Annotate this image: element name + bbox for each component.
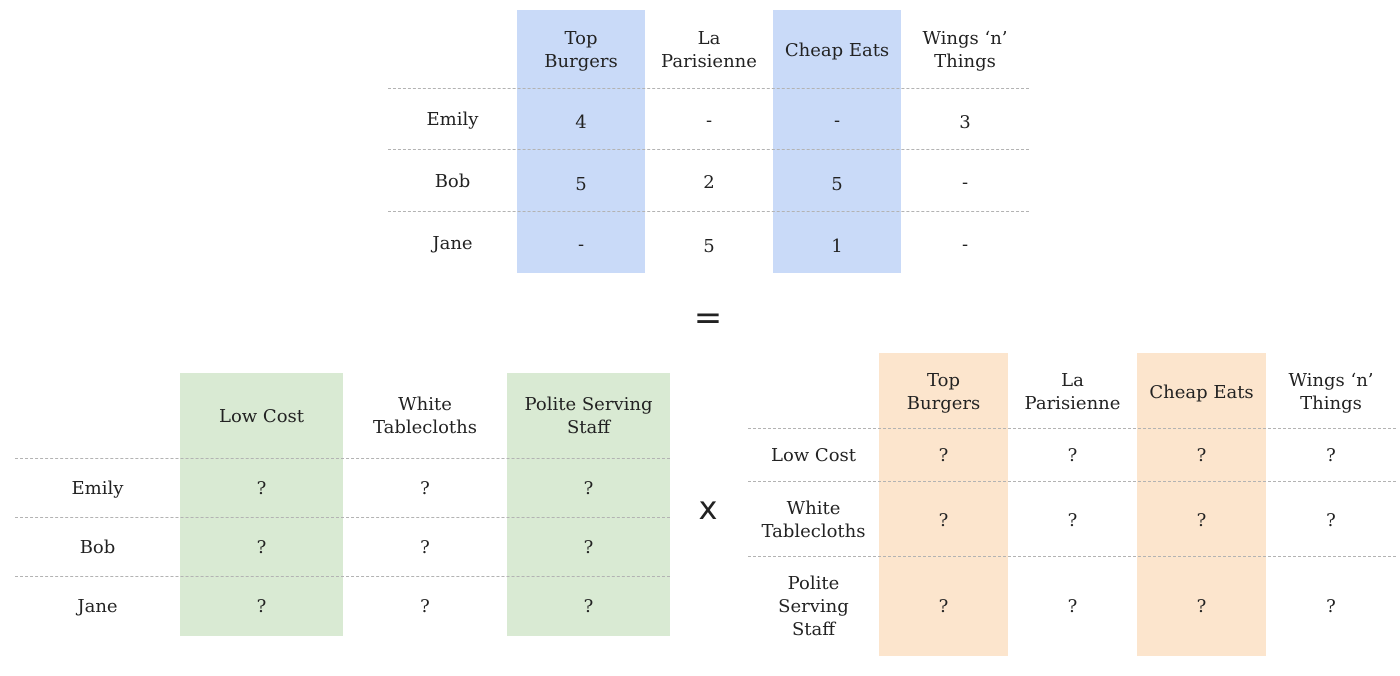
row-divider [388,211,1029,212]
column-header: Cheap Eats [1149,381,1254,403]
column-header: Top Burgers [906,370,981,414]
feature-cell: ? [1067,509,1078,531]
rating-cell: 3 [959,111,971,133]
column-header: Wings ‘n’ Things [1288,370,1374,414]
row-label: Polite Serving Staff [778,572,849,640]
row-label: Emily [426,108,479,130]
column-header: Polite Serving Staff [524,394,653,438]
column-header: Cheap Eats [784,39,890,61]
row-divider [388,149,1029,150]
row-divider [748,556,1396,557]
rating-cell: 5 [575,173,587,195]
feature-cell: ? [1196,444,1207,466]
feature-cell: ? [1067,595,1078,617]
rating-cell: 5 [703,235,715,257]
feature-cell: ? [256,536,267,558]
multiply-sign: x [698,489,718,527]
rating-cell: - [705,109,713,131]
column-header: La Parisienne [661,28,757,72]
rating-cell: - [961,171,969,193]
row-divider [15,576,670,577]
rating-cell: - [577,233,585,255]
rating-cell: 4 [575,111,587,133]
feature-cell: ? [938,509,949,531]
row-label: Jane [77,595,118,617]
feature-cell: ? [420,595,430,617]
row-divider [15,517,670,518]
feature-cell: ? [1326,595,1336,617]
rating-cell: 5 [831,173,843,195]
column-header: Top Burgers [544,28,618,72]
rating-cell: 1 [831,235,843,257]
feature-cell: ? [583,477,594,499]
row-label: Jane [432,232,473,254]
row-label: Low Cost [771,444,856,466]
feature-cell: ? [938,595,949,617]
row-label: Bob [79,536,116,558]
feature-cell: ? [256,477,267,499]
column-header: La Parisienne [1024,370,1121,414]
column-highlight [180,373,343,636]
rating-cell: 2 [703,171,715,193]
column-highlight [507,373,670,636]
row-divider [748,428,1396,429]
column-highlight [773,10,901,273]
equals-sign: = [693,298,723,338]
feature-cell: ? [1326,444,1336,466]
rating-cell: - [961,233,969,255]
feature-cell: ? [1196,595,1207,617]
column-highlight [1137,353,1266,656]
feature-cell: ? [1067,444,1078,466]
row-divider [15,458,670,459]
feature-cell: ? [938,444,949,466]
feature-cell: ? [256,595,267,617]
row-label: Emily [71,477,124,499]
feature-cell: ? [1196,509,1207,531]
row-divider [748,481,1396,482]
feature-cell: ? [583,536,594,558]
rating-cell: - [833,109,841,131]
column-header: Low Cost [219,405,304,427]
column-highlight [517,10,645,273]
row-divider [388,88,1029,89]
column-highlight [879,353,1008,656]
row-label: White Tablecloths [761,498,866,542]
feature-cell: ? [583,595,594,617]
column-header: Wings ‘n’ Things [922,28,1008,72]
row-label: Bob [434,170,471,192]
column-header: White Tablecloths [372,394,477,438]
feature-cell: ? [1326,509,1336,531]
feature-cell: ? [420,536,430,558]
feature-cell: ? [420,477,430,499]
